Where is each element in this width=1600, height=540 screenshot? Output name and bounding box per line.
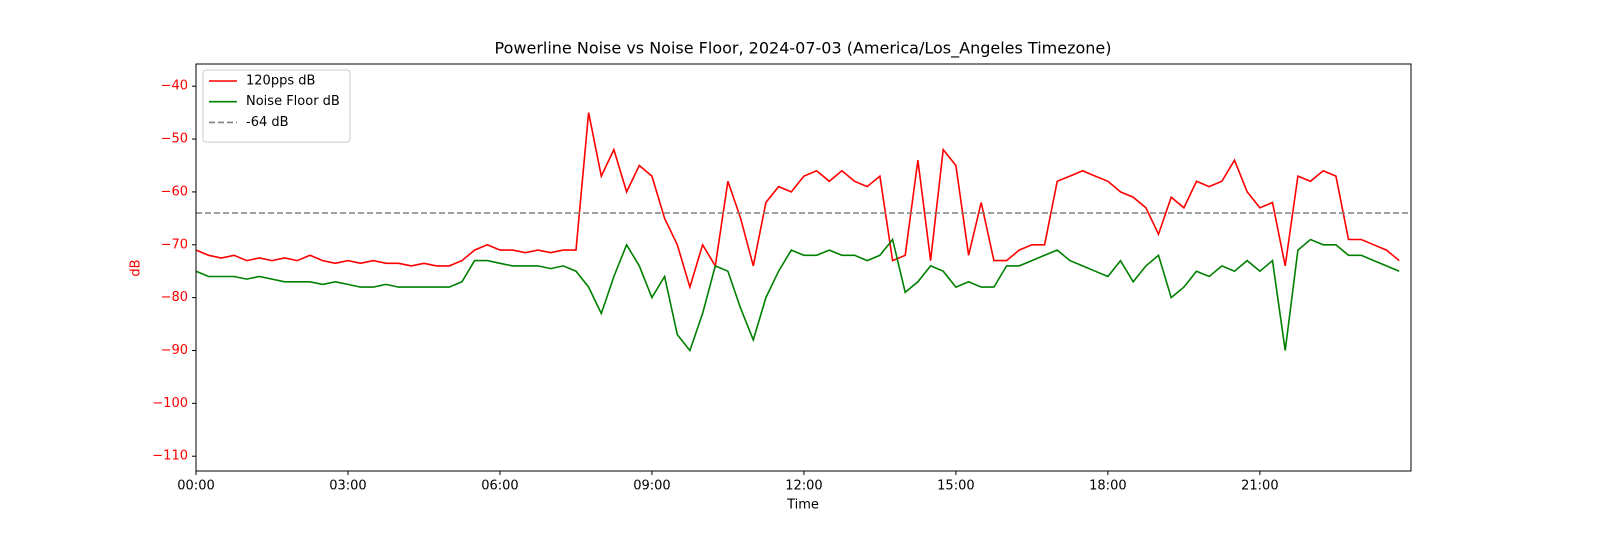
- y-tick-label: −80: [161, 290, 188, 305]
- y-axis-label: dB: [129, 259, 144, 276]
- legend-label: 120pps dB: [246, 74, 315, 89]
- x-tick-label: 18:00: [1089, 479, 1126, 494]
- y-tick-label: −40: [161, 79, 188, 94]
- x-axis-label: Time: [786, 498, 819, 513]
- chart-title: Powerline Noise vs Noise Floor, 2024-07-…: [495, 39, 1112, 59]
- x-tick-label: 06:00: [481, 479, 518, 494]
- series-line: [195, 237, 1400, 353]
- legend-box: [202, 69, 351, 143]
- legend-label: Noise Floor dB: [246, 94, 340, 109]
- plot-frame: [195, 63, 1412, 472]
- series-line: [195, 112, 1400, 290]
- x-tick-label: 00:00: [177, 479, 214, 494]
- y-tick-label: −100: [152, 396, 188, 411]
- y-tick-label: −70: [161, 237, 188, 252]
- x-tick-label: 15:00: [937, 479, 974, 494]
- x-tick-label: 12:00: [785, 479, 822, 494]
- y-tick-label: −110: [152, 449, 188, 464]
- y-tick-label: −60: [161, 184, 188, 199]
- x-tick-label: 09:00: [633, 479, 670, 494]
- x-tick-label: 21:00: [1241, 479, 1278, 494]
- y-tick-label: −90: [161, 343, 188, 358]
- legend-label: -64 dB: [246, 115, 289, 130]
- y-tick-label: −50: [161, 132, 188, 147]
- x-tick-label: 03:00: [329, 479, 366, 494]
